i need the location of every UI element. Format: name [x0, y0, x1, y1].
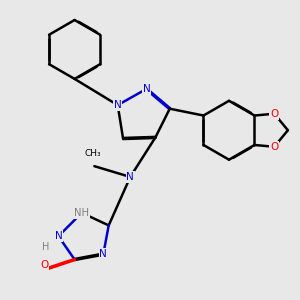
Text: NH: NH: [74, 208, 89, 218]
Text: N: N: [142, 84, 150, 94]
Text: N: N: [126, 172, 134, 182]
Text: N: N: [114, 100, 122, 110]
Text: O: O: [40, 260, 48, 270]
Text: H: H: [42, 242, 50, 252]
Text: N: N: [55, 231, 62, 241]
Text: O: O: [270, 109, 278, 119]
Text: CH₃: CH₃: [84, 149, 101, 158]
Text: N: N: [99, 249, 107, 259]
Text: O: O: [270, 142, 278, 152]
